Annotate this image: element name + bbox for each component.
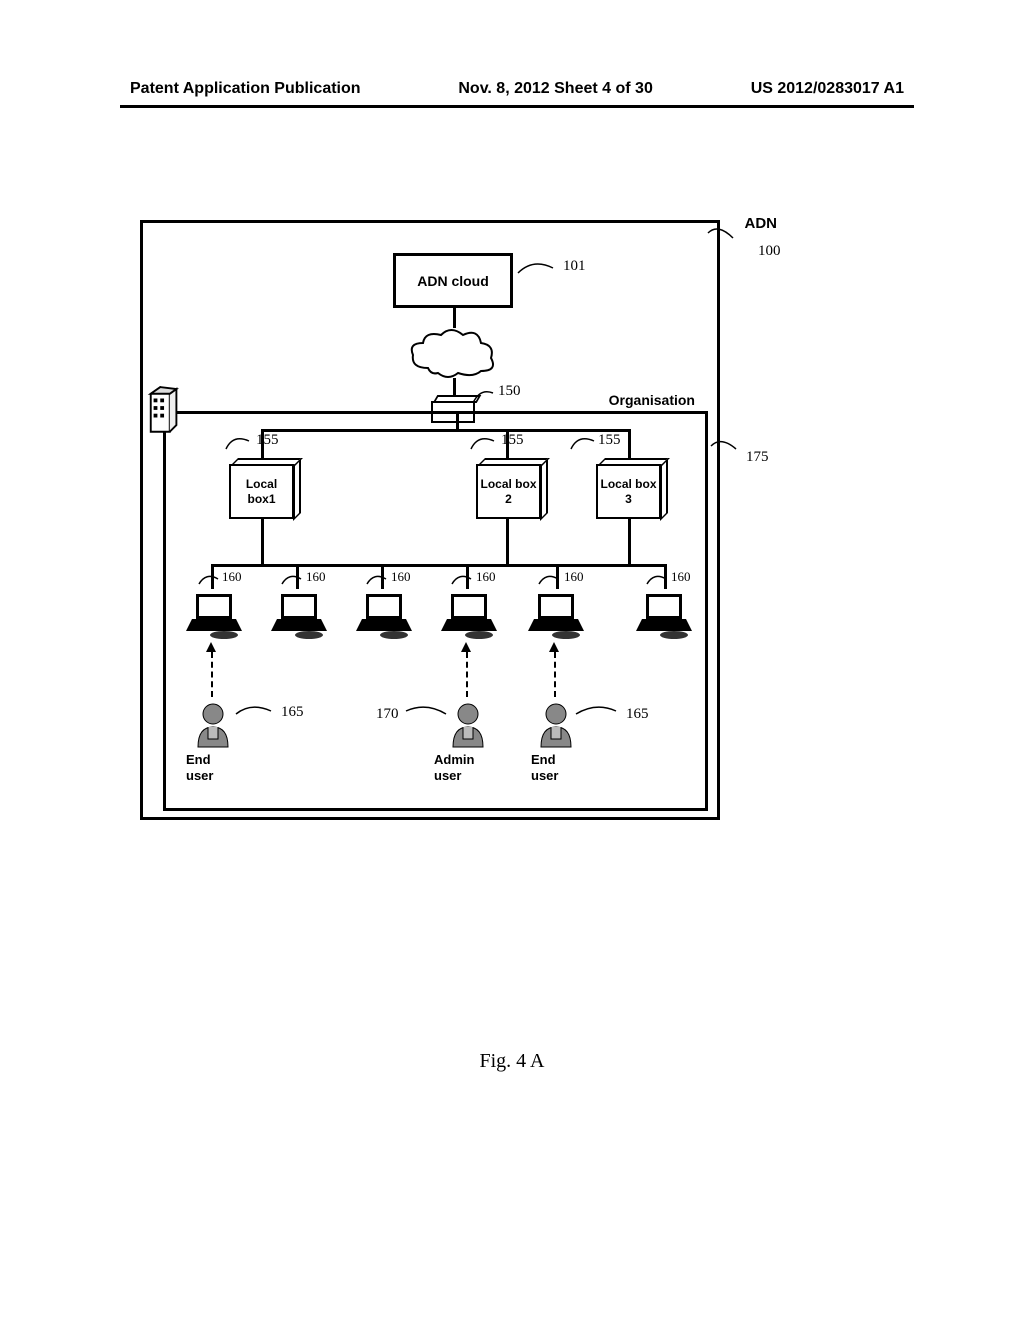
local-box3-label: Local box3 <box>600 477 656 506</box>
arrow-head-3 <box>549 642 559 652</box>
ref-100: 100 <box>758 243 781 260</box>
conn-router-org <box>456 414 459 429</box>
header-rule <box>120 105 914 108</box>
ref-160-4: 160 <box>476 569 496 585</box>
ref-155a: 155 <box>256 432 279 449</box>
laptop-icon <box>354 589 414 639</box>
ref-160-3: 160 <box>391 569 411 585</box>
laptop-icon <box>269 589 329 639</box>
page-header: Patent Application Publication Nov. 8, 2… <box>0 80 1024 98</box>
ref-160-1: 160 <box>222 569 242 585</box>
adn-cloud-box: ADN cloud <box>393 253 513 308</box>
ref-160-5: 160 <box>564 569 584 585</box>
dashed-1 <box>211 652 213 697</box>
ref-160-6: 160 <box>671 569 691 585</box>
rl165b <box>571 699 626 724</box>
laptop-icon <box>184 589 244 639</box>
rl160-6 <box>644 569 674 589</box>
admin-user-label: Adminuser <box>434 752 474 783</box>
org-box: Organisation 175 <box>163 411 708 811</box>
arrow-head-2 <box>461 642 471 652</box>
ref-150: 150 <box>498 383 521 400</box>
ref-line-100 <box>703 218 753 258</box>
header-right: US 2012/0283017 A1 <box>751 80 904 98</box>
end-user-2-label: Enduser <box>531 752 558 783</box>
local-box3-side <box>660 458 668 521</box>
building-icon <box>146 379 184 437</box>
adn-outer-box: ADN 100 ADN cloud 101 150 Organisation <box>140 220 720 820</box>
laptop-icon <box>439 589 499 639</box>
drop-lb1 <box>261 519 264 564</box>
rl160-2 <box>279 569 309 589</box>
ref-175: 175 <box>746 449 769 466</box>
end-user-1-label: Enduser <box>186 752 213 783</box>
ref-line-155a <box>221 429 261 454</box>
local-box2-side <box>540 458 548 521</box>
local-box1-side <box>293 458 301 521</box>
ref-line-155b <box>466 429 506 454</box>
dashed-3 <box>554 652 556 697</box>
local-box3: Local box3 <box>596 464 661 519</box>
figure-caption: Fig. 4 A <box>0 1050 1024 1073</box>
drop-lb2 <box>506 519 509 564</box>
rl160-5 <box>536 569 566 589</box>
cloud-icon <box>403 323 503 383</box>
org-label: Organisation <box>609 392 695 408</box>
rl170 <box>401 699 451 724</box>
local-box1: Localbox1 <box>229 464 294 519</box>
local-box2-label: Local box2 <box>480 477 536 506</box>
drop-lb3 <box>628 519 631 564</box>
ref-101: 101 <box>563 258 586 275</box>
ref-170: 170 <box>376 706 399 723</box>
rl165a <box>231 699 281 724</box>
local-box1-label: Localbox1 <box>246 477 277 506</box>
arrow-head-1 <box>206 642 216 652</box>
bus-laptop <box>211 564 666 567</box>
diagram: ADN 100 ADN cloud 101 150 Organisation <box>140 210 740 830</box>
laptop-icon <box>634 589 694 639</box>
ref-160-2: 160 <box>306 569 326 585</box>
adn-cloud-label: ADN cloud <box>417 273 489 289</box>
ref-155b: 155 <box>501 432 524 449</box>
rl160-4 <box>449 569 479 589</box>
ref-155c: 155 <box>598 432 621 449</box>
ref-165b: 165 <box>626 706 649 723</box>
header-center: Nov. 8, 2012 Sheet 4 of 30 <box>458 80 652 98</box>
local-box2: Local box2 <box>476 464 541 519</box>
rl160-3 <box>364 569 394 589</box>
dashed-2 <box>466 652 468 697</box>
ref-165a: 165 <box>281 704 304 721</box>
laptop-icon <box>526 589 586 639</box>
header-left: Patent Application Publication <box>130 80 361 98</box>
